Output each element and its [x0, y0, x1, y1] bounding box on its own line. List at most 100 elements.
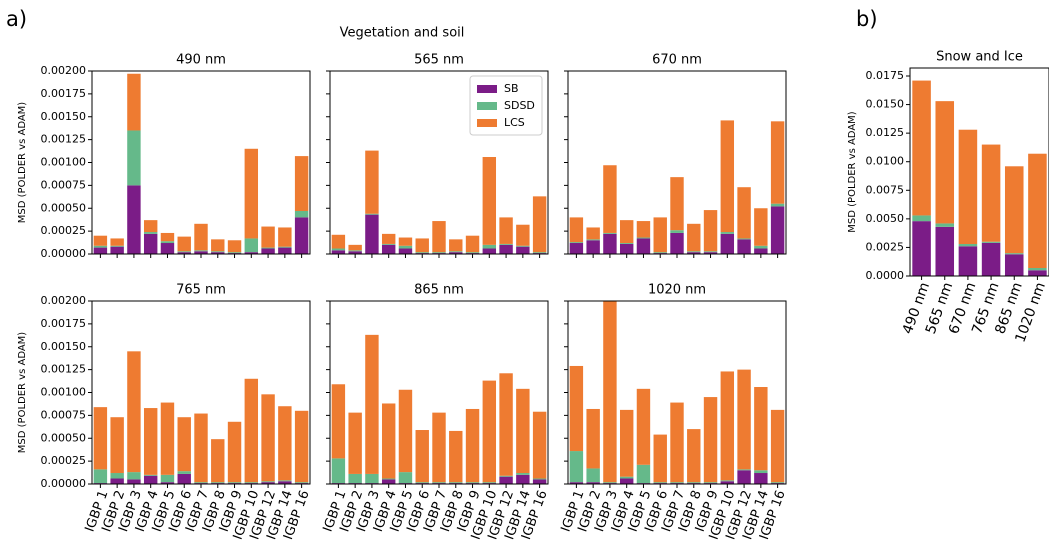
axes-frame: [909, 67, 1049, 277]
figure-title: Vegetation and soil: [340, 26, 465, 41]
subplot-title: 670 nm: [652, 53, 702, 68]
bar-segment: [365, 334, 379, 474]
bar-segment: [586, 240, 600, 254]
bar-segment: [415, 252, 429, 254]
bar-segment: [737, 469, 751, 471]
bar-segment: [1004, 253, 1024, 255]
bar-segment: [381, 479, 396, 484]
plot-area: [93, 351, 309, 484]
y-tick-label: 0.00100: [41, 156, 87, 169]
y-tick-label: 0.0100: [866, 155, 905, 168]
bar-segment: [294, 482, 309, 484]
bar-segment: [227, 421, 242, 483]
bar-segment: [294, 156, 309, 211]
y-tick-label: 0.00075: [41, 408, 87, 421]
bar-segment: [415, 430, 429, 483]
bar-segment: [754, 473, 768, 484]
bar-segment: [177, 471, 191, 474]
bar-segment: [770, 482, 785, 484]
bar-segment: [331, 384, 346, 459]
bar-segment: [110, 246, 124, 254]
bar-segment: [958, 129, 978, 244]
bar-segment: [912, 80, 931, 216]
bar-segment: [619, 476, 634, 479]
bar-segment: [143, 475, 158, 484]
bar-segment: [586, 408, 600, 469]
bar-segment: [398, 389, 413, 473]
bar-segment: [432, 482, 446, 484]
bar-segment: [636, 237, 651, 239]
y-tick-label: 0.00200: [41, 294, 87, 307]
bar-segment: [348, 244, 362, 251]
bar-segment: [432, 221, 446, 253]
bar-segment: [211, 252, 225, 254]
bar-segment: [737, 239, 751, 254]
bar-segment: [636, 221, 651, 238]
bar-segment: [499, 243, 513, 245]
bar-segment: [278, 481, 292, 484]
y-tick-label: 0.0075: [866, 183, 905, 196]
bar-segment: [754, 387, 768, 471]
bar-segment: [465, 252, 480, 254]
bar-segment: [110, 238, 124, 246]
legend-label: SB: [504, 82, 519, 95]
bar-segment: [432, 412, 446, 483]
y-tick-label: 0.00150: [41, 110, 87, 123]
bar-segment: [278, 247, 292, 254]
y-axis-label: MSD (POLDER vs ADAM): [847, 111, 858, 233]
bar-segment: [958, 244, 978, 247]
bar-segment: [110, 473, 124, 479]
y-tick-label: 0.00050: [41, 201, 87, 214]
bar-segment: [532, 252, 547, 254]
bar-segment: [449, 239, 463, 252]
bar-segment: [516, 473, 530, 475]
bar-segment: [110, 417, 124, 474]
bar-segment: [398, 472, 413, 484]
bar-segment: [770, 121, 785, 204]
bar-segment: [754, 245, 768, 249]
bar-segment: [569, 243, 584, 254]
bar-segment: [482, 244, 497, 249]
bar-segment: [227, 482, 242, 484]
bar-segment: [670, 232, 684, 254]
bar-segment: [261, 226, 275, 248]
bar-segment: [177, 417, 191, 472]
bar-segment: [586, 468, 600, 483]
bar-segment: [569, 217, 584, 243]
bar-segment: [381, 478, 396, 480]
bar-segment: [465, 482, 480, 484]
panel-label: b): [856, 7, 878, 31]
bar-segment: [569, 242, 584, 244]
bar-segment: [737, 187, 751, 239]
bar-segment: [227, 252, 242, 254]
bar-segment: [261, 394, 275, 482]
legend-label: LCS: [504, 116, 525, 129]
bar-segment: [415, 238, 429, 253]
bar-segment: [194, 223, 208, 251]
bar-segment: [670, 230, 684, 233]
bar-segment: [770, 206, 785, 254]
bar-segment: [294, 410, 309, 483]
bar-segment: [586, 239, 600, 241]
bar-segment: [619, 243, 634, 254]
y-tick-label: 0.00000: [41, 477, 87, 490]
subplot-title: 1020 nm: [648, 283, 706, 298]
bar-segment: [278, 227, 292, 247]
plot-area: [569, 301, 785, 484]
plot-area: [331, 150, 547, 254]
y-tick-label: 0.0125: [866, 126, 905, 139]
bar-segment: [687, 482, 701, 484]
y-tick-label: 0.00200: [41, 64, 87, 77]
legend-swatch: [477, 102, 497, 110]
bar-segment: [331, 248, 346, 251]
bar-segment: [1028, 153, 1047, 268]
bar-segment: [720, 480, 735, 482]
bar-segment: [93, 247, 108, 254]
bar-segment: [935, 226, 955, 276]
bar-segment: [160, 482, 175, 484]
y-tick-label: 0.0175: [866, 69, 905, 82]
bar-segment: [365, 214, 379, 254]
y-axis-label: MSD (POLDER vs ADAM): [17, 332, 28, 454]
bar-segment: [770, 409, 785, 483]
bar-segment: [1004, 254, 1024, 276]
